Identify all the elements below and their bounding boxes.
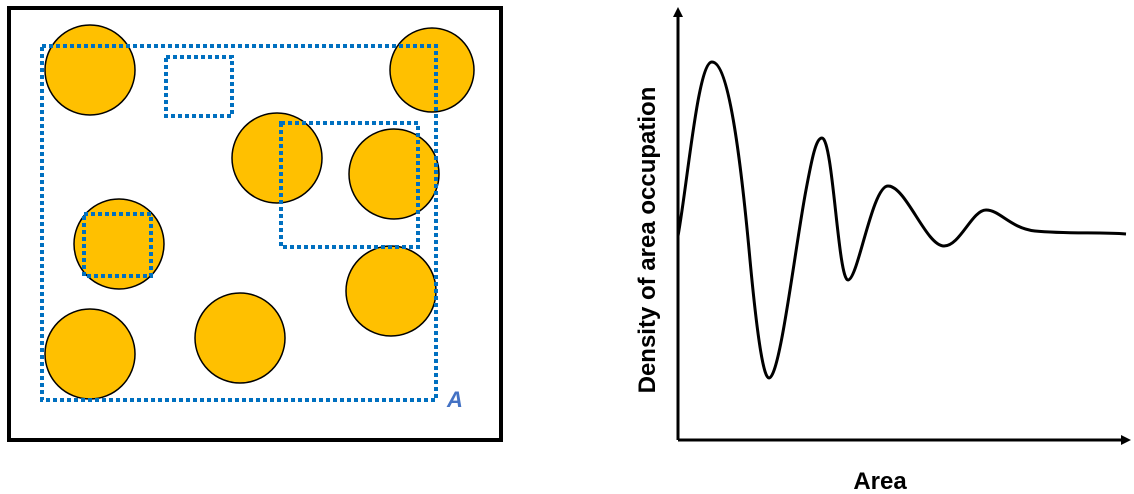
region-a-box [40, 44, 438, 402]
particle-circle [194, 292, 286, 384]
small-sample-box [164, 55, 234, 118]
dashed-sampling-boxes [40, 44, 438, 402]
outer-frame [7, 6, 503, 442]
y-axis-label: Density of area occupation [634, 87, 661, 394]
density-curve [676, 60, 1127, 380]
particle-circles [44, 24, 475, 400]
right-panel: Density of area occupation Area [634, 7, 1131, 494]
particle-circle [44, 308, 136, 400]
particle-circle [231, 112, 323, 204]
inner-sample-box [82, 212, 153, 278]
particle-circle [389, 27, 475, 113]
particle-circle [73, 198, 165, 290]
region-a-label: A [446, 387, 463, 412]
x-axis-label: Area [853, 468, 907, 494]
particle-circle [345, 245, 437, 337]
particle-circle [44, 24, 136, 116]
particle-circle [348, 128, 440, 220]
left-panel: A [7, 6, 503, 442]
medium-sample-box [279, 121, 420, 249]
